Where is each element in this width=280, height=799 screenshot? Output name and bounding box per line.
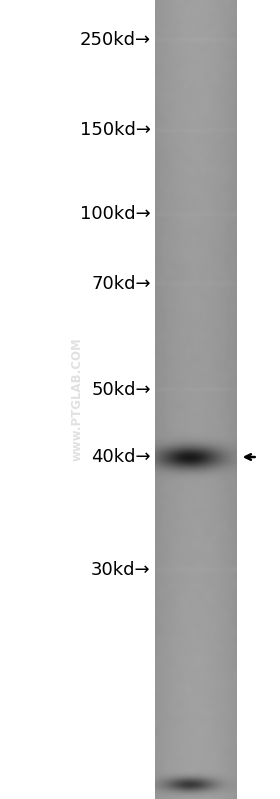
Text: 100kd→: 100kd→	[80, 205, 151, 223]
Text: 30kd→: 30kd→	[91, 561, 151, 578]
Text: 40kd→: 40kd→	[91, 448, 151, 466]
Text: 250kd→: 250kd→	[80, 31, 151, 49]
Text: 50kd→: 50kd→	[91, 381, 151, 399]
Text: www.PTGLAB.COM: www.PTGLAB.COM	[71, 338, 84, 461]
Text: 70kd→: 70kd→	[91, 275, 151, 292]
Text: 150kd→: 150kd→	[80, 121, 151, 139]
